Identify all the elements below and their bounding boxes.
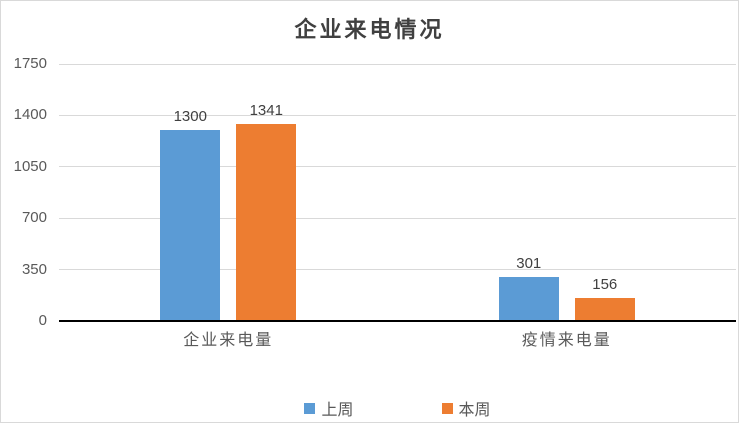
y-axis-tick-label: 0 [38,312,47,329]
legend: 上周 本周 [59,396,736,420]
legend-item: 本周 [441,396,491,420]
legend-swatch [441,402,453,414]
y-axis-tick-label: 1400 [13,106,47,124]
x-axis-line [59,320,736,322]
gridline [59,217,736,219]
y-axis-tick-label: 1050 [13,157,47,175]
legend-item-label: 本周 [458,402,491,419]
legend-item-label: 上周 [321,402,354,419]
bar [498,277,559,321]
x-axis-category-label: 疫情来电量 [521,332,612,349]
y-axis-tick-label: 700 [21,209,47,227]
gridline [59,114,736,116]
legend-swatch [304,402,316,414]
chart-title: 企业来电情况 [294,17,445,42]
gridline [59,166,736,168]
bar [160,130,221,321]
legend-item: 上周 [304,396,354,420]
bar-data-label: 1341 [249,102,283,119]
gridline [59,63,736,65]
x-axis-category-label: 企业来电量 [183,332,274,349]
bar-data-label: 1300 [173,108,207,125]
bar-data-label: 156 [592,276,618,293]
y-axis-tick-label: 1750 [13,55,47,72]
bar-data-label: 301 [516,255,542,272]
bar [574,298,635,321]
y-axis-tick-label: 350 [21,260,47,278]
gridline [59,269,736,271]
bar [236,124,297,321]
